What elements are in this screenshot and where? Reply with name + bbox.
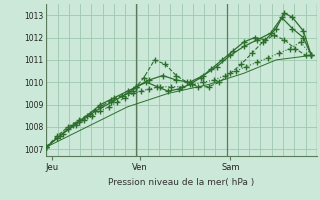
X-axis label: Pression niveau de la mer( hPa ): Pression niveau de la mer( hPa ) bbox=[108, 178, 255, 186]
